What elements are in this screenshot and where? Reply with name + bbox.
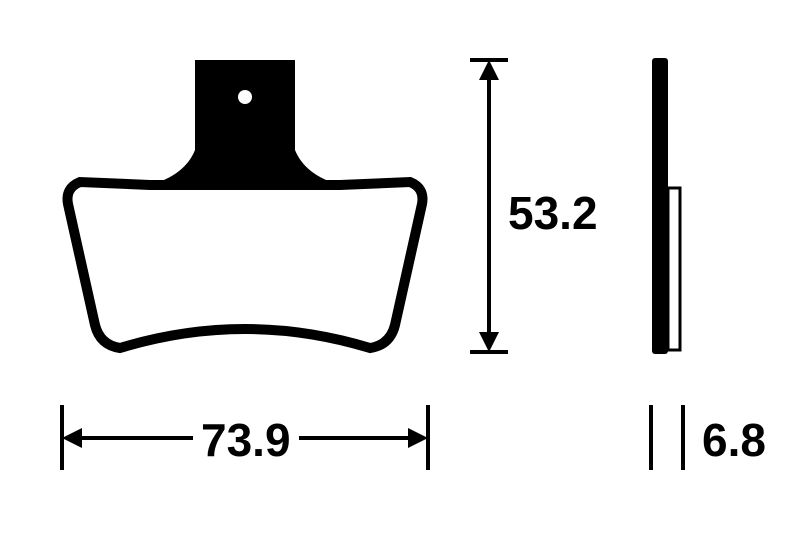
front-view xyxy=(68,60,423,348)
thickness-dimension xyxy=(651,405,683,470)
technical-drawing: 73.9 53.2 6.8 xyxy=(0,0,800,533)
height-label: 53.2 xyxy=(508,186,598,240)
thickness-label: 6.8 xyxy=(702,413,766,467)
width-label: 73.9 xyxy=(193,413,299,467)
height-dimension xyxy=(470,60,508,352)
side-view xyxy=(652,58,680,354)
brake-pad-diagram xyxy=(0,0,800,533)
